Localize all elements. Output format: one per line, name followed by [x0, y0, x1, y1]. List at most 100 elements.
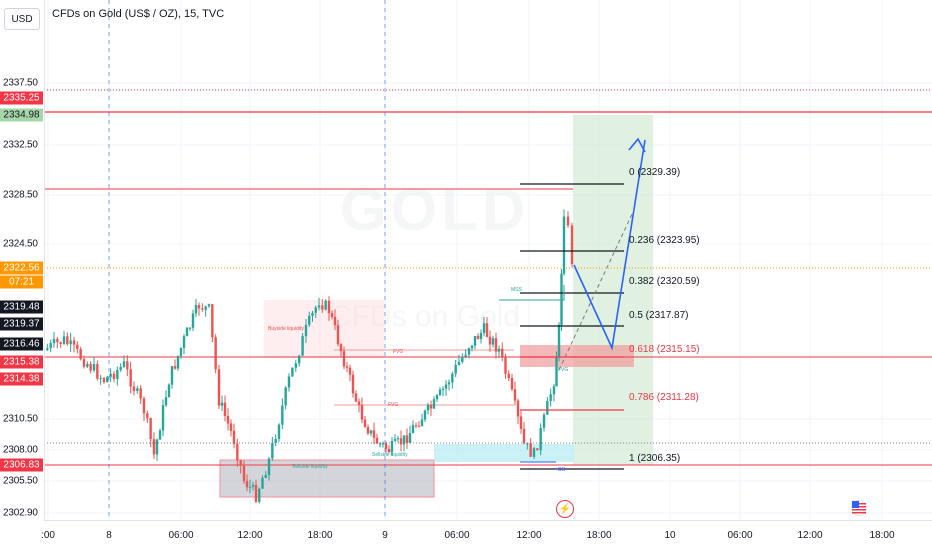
candle-body	[155, 439, 159, 455]
candle-body	[369, 430, 373, 434]
candle-body	[470, 345, 474, 349]
candle-body	[158, 430, 162, 440]
candle-body	[441, 388, 445, 390]
currency-selector[interactable]: USD	[4, 8, 40, 30]
price-label-open: 2316.46	[0, 337, 43, 351]
candle-body	[274, 439, 277, 443]
candle-body	[420, 419, 424, 427]
fvg-label-3: FVG	[558, 367, 569, 373]
fib-level-0618: 0.618 (2315.15)	[629, 344, 700, 355]
candle-body	[217, 369, 221, 406]
arrow-head	[628, 137, 646, 153]
candle-body	[417, 425, 421, 427]
price-label-support-2: 2314.38	[0, 372, 43, 386]
candle-body	[539, 427, 542, 451]
fvg-label-1: FVG	[393, 349, 404, 355]
price-tick: 2324.50	[3, 238, 38, 250]
candle-body	[66, 336, 69, 345]
price-tick: 2308.00	[3, 444, 38, 456]
candle-body	[49, 343, 52, 349]
candle-body	[396, 438, 400, 440]
candle-body	[304, 324, 308, 337]
mss-line	[499, 285, 565, 301]
candle-body	[482, 323, 486, 333]
candle-body	[414, 425, 418, 427]
candle-body	[451, 373, 454, 383]
candle-body	[251, 484, 255, 487]
candle-body	[476, 335, 480, 340]
candle-body	[116, 369, 119, 379]
candle-body	[546, 400, 549, 415]
candle-body	[327, 300, 331, 314]
candle-body	[254, 484, 258, 502]
candle-body	[191, 313, 195, 328]
lightning-icon[interactable]: ⚡	[556, 500, 574, 518]
candle-body	[242, 465, 246, 481]
candle-body	[393, 439, 397, 442]
candle-body	[176, 355, 180, 369]
price-tick: 2310.50	[3, 413, 38, 425]
time-tick: 18:00	[586, 530, 612, 541]
candle-body	[384, 443, 388, 449]
candle-body	[142, 398, 146, 414]
candle-body	[129, 369, 132, 387]
time-tick: 9	[382, 530, 388, 541]
candle-body	[522, 428, 526, 444]
candle-body	[321, 305, 324, 310]
candle-body	[464, 354, 467, 357]
candle-body	[461, 356, 464, 362]
candle-body	[366, 427, 370, 434]
candle-body	[201, 308, 204, 310]
time-axis[interactable]: :00 8 06:00 12:00 18:00 9 06:00 12:00 18…	[41, 520, 932, 551]
candle-body	[92, 364, 96, 371]
candle-body	[76, 344, 79, 349]
candle-body	[46, 348, 49, 350]
candle-body	[560, 273, 563, 325]
candle-body	[236, 444, 239, 461]
candle-body	[96, 364, 99, 379]
candle-body	[314, 307, 317, 313]
candle-body	[261, 477, 264, 489]
candle-body	[79, 348, 82, 360]
candle-body	[179, 347, 183, 356]
candle-body	[375, 437, 379, 444]
chart-title: CFDs on Gold (US$ / OZ), 15, TVC	[52, 8, 225, 20]
candle-body	[444, 384, 448, 389]
chart-canvas[interactable]	[44, 0, 932, 520]
candle-body	[549, 394, 552, 401]
fib-level-0236: 0.236 (2323.95)	[629, 235, 700, 246]
candle-body	[363, 419, 367, 428]
candle-body	[342, 351, 346, 367]
candle-body	[149, 418, 152, 440]
candle-body	[52, 339, 56, 344]
description-watermark: CFDs on Gold	[330, 300, 521, 333]
candle-body	[435, 395, 439, 400]
candle-body	[378, 443, 382, 445]
candle-body	[102, 378, 106, 383]
candle-body	[301, 336, 304, 356]
candle-body	[360, 404, 364, 420]
candle-body	[339, 344, 343, 352]
price-axis[interactable]: USD 2337.50 2332.50 2328.50 2324.50 2310…	[0, 0, 45, 520]
candle-body	[405, 435, 409, 443]
candle-body	[345, 366, 349, 368]
fibonacci-retracement	[520, 183, 624, 470]
price-tick: 2332.50	[3, 139, 38, 151]
candle-body	[333, 316, 337, 326]
candle-body	[516, 400, 520, 417]
price-tick: 2305.50	[3, 475, 38, 487]
candle-body	[132, 386, 136, 391]
us-flag-icon[interactable]	[851, 500, 867, 516]
candle-body	[485, 323, 489, 337]
candle-body	[271, 442, 274, 459]
candle-body	[562, 216, 566, 274]
candle-body	[324, 300, 327, 310]
candle-body	[387, 448, 391, 453]
fib-level-0382: 0.382 (2320.59)	[629, 276, 700, 287]
candle-body	[354, 393, 358, 402]
candle-body	[423, 410, 427, 420]
price-label-current: 2322.56	[0, 261, 43, 275]
candle-body	[457, 361, 461, 365]
price-label-high: 2319.48	[0, 300, 43, 314]
candlesticks	[46, 209, 574, 504]
